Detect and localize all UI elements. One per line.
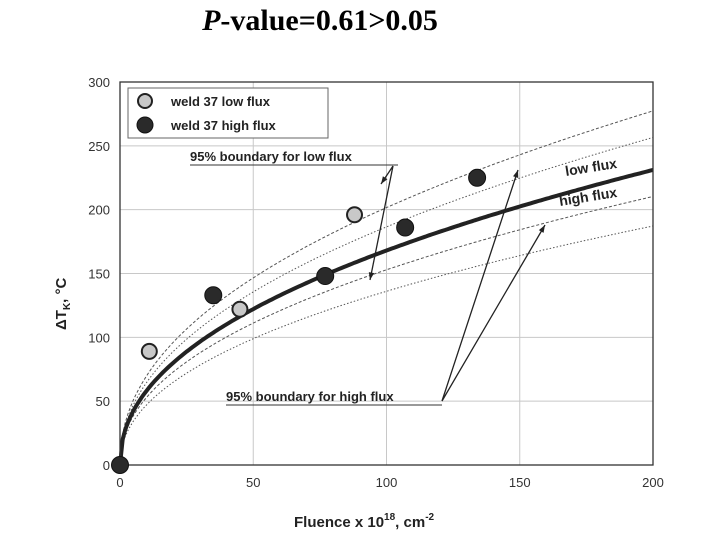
high-boundary-label: 95% boundary for high flux [226, 389, 394, 404]
data-points [111, 168, 487, 474]
y-tick-label: 100 [88, 330, 110, 345]
low-boundary-arrow-upper-head [381, 176, 388, 184]
boundary-curves [119, 110, 654, 466]
fit-curve-path [118, 167, 654, 466]
low-flux-point [346, 206, 364, 224]
high-flux-point [111, 456, 129, 474]
low-boundary-label: 95% boundary for low flux [190, 149, 353, 164]
boundary-curve [119, 110, 654, 466]
high-boundary-arrow-lower-head [538, 225, 545, 233]
x-tick-label: 0 [116, 475, 123, 490]
legend: weld 37 low flux weld 37 high flux [127, 87, 329, 139]
x-tick-label: 200 [642, 475, 664, 490]
plot-frame [119, 81, 654, 466]
low-flux-point [231, 300, 249, 318]
x-tick-label: 100 [376, 475, 398, 490]
y-tick-label: 200 [88, 203, 110, 218]
high-flux-point [204, 286, 223, 305]
y-tick-label: 0 [103, 458, 110, 473]
low-boundary-arrow-lower-head [368, 272, 375, 280]
legend-low-marker [137, 93, 153, 109]
low-boundary-arrow-lower [369, 165, 394, 281]
curve-label-low-flux: low flux [564, 155, 618, 179]
low-flux-point [140, 342, 158, 360]
curve-label-high-flux: high flux [558, 184, 618, 209]
x-tick-label: 150 [509, 475, 531, 490]
legend-high-label: weld 37 high flux [170, 118, 277, 133]
high-flux-point [396, 218, 415, 237]
y-tick-label: 300 [88, 75, 110, 90]
legend-box [127, 87, 329, 139]
x-tick-label: 50 [246, 475, 260, 490]
x-axis-title-main: Fluence x 10 [294, 514, 384, 531]
x-axis-title-unit-sup: -2 [425, 512, 434, 523]
boundary-curve [119, 137, 654, 466]
title-p-letter: P [202, 4, 221, 37]
x-axis-title: Fluence x 1018, cm-2 [294, 512, 435, 531]
high-boundary-arrow-lower [441, 224, 546, 402]
y-axis-title: ΔTK, °C [53, 277, 73, 330]
y-tick-label: 50 [96, 394, 110, 409]
high-boundary-arrow-upper-head [513, 170, 519, 178]
legend-high-marker [136, 116, 154, 134]
high-flux-point [316, 267, 335, 286]
boundary-curve [119, 225, 654, 466]
annotation-arrows [368, 165, 546, 402]
y-tick-label: 250 [88, 139, 110, 154]
y-axis-title-sub: K [62, 302, 73, 310]
high-flux-point [468, 168, 487, 187]
high-boundary-arrow-upper [441, 169, 519, 402]
x-axis-title-sup: 18 [384, 512, 396, 523]
axis-ticks: 0 50 100 150 200 0 50 100 150 200 250 300 [88, 75, 664, 490]
grid [120, 82, 653, 465]
page-title: P-value=0.61>0.05 [0, 4, 640, 38]
legend-low-label: weld 37 low flux [170, 94, 271, 109]
y-axis-title-unit: , °C [53, 277, 70, 302]
title-rest: -value=0.61>0.05 [220, 4, 438, 37]
y-axis-title-main: ΔT [53, 310, 70, 330]
x-axis-title-unit: , cm [395, 514, 425, 531]
y-tick-label: 150 [88, 267, 110, 282]
fit-curve [118, 167, 654, 466]
